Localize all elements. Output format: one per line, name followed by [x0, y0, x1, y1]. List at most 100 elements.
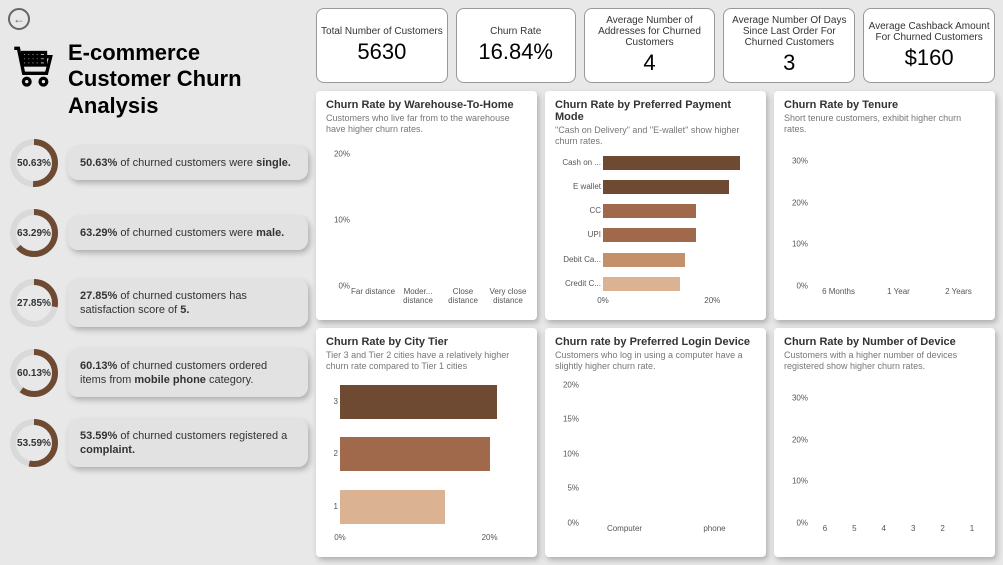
- stat-card: 50.63% of churned customers were single.: [68, 146, 308, 180]
- xtick: 20%: [482, 533, 498, 542]
- back-button[interactable]: ←: [8, 8, 30, 30]
- xaxis: 0%20%: [340, 533, 527, 549]
- donut-pct: 50.63%: [8, 137, 60, 189]
- stat-row: 50.63% 50.63% of churned customers were …: [8, 137, 308, 189]
- bar-label: CC: [555, 207, 601, 215]
- chart-title: Churn rate by Preferred Login Device: [555, 336, 756, 348]
- xtick: 0%: [334, 533, 346, 542]
- stat-card: 53.59% of churned customers registered a…: [68, 419, 308, 468]
- bar-label: Credit C...: [555, 280, 601, 288]
- donut-gauge: 50.63%: [8, 137, 60, 189]
- bar-label: 4: [868, 523, 899, 534]
- bar-label: Computer: [575, 523, 675, 534]
- kpi-value: 3: [728, 50, 850, 76]
- bar-label: 2: [326, 450, 338, 458]
- stat-row: 63.29% 63.29% of churned customers were …: [8, 207, 308, 259]
- chart-title: Churn Rate by Preferred Payment Mode: [555, 99, 756, 123]
- donut-gauge: 27.85%: [8, 277, 60, 329]
- kpi-card: Average Number of Addresses for Churned …: [584, 8, 716, 83]
- bar-row: Cash on ...: [603, 153, 756, 173]
- bar-label: UPI: [555, 231, 601, 239]
- kpi-card: Average Cashback Amount For Churned Cust…: [863, 8, 995, 83]
- donut-pct: 27.85%: [8, 277, 60, 329]
- bar: [603, 180, 729, 194]
- chart-subtitle: "Cash on Delivery" and "E-wallet" show h…: [555, 125, 756, 147]
- chart-title: Churn Rate by Number of Device: [784, 336, 985, 348]
- bar-label: 1: [326, 503, 338, 511]
- bar-label: 6 Months: [807, 286, 871, 297]
- bar: [603, 228, 696, 242]
- chart-warehouse: Churn Rate by Warehouse-To-Home Customer…: [316, 91, 537, 320]
- bar-label: Cash on ...: [555, 159, 601, 167]
- donut-pct: 53.59%: [8, 417, 60, 469]
- bar-row: 2: [340, 430, 527, 478]
- bar-row: E wallet: [603, 177, 756, 197]
- bar-label: phone: [665, 523, 765, 534]
- xtick: 20%: [704, 296, 720, 305]
- bar-row: 3: [340, 378, 527, 426]
- chart-title: Churn Rate by City Tier: [326, 336, 527, 348]
- kpi-value: $160: [868, 45, 990, 71]
- chart-subtitle: Customers who log in using a computer ha…: [555, 350, 756, 372]
- chart-devices: Churn Rate by Number of Device Customers…: [774, 328, 995, 557]
- stat-row: 60.13% 60.13% of churned customers order…: [8, 347, 308, 399]
- kpi-value: 4: [589, 50, 711, 76]
- donut-pct: 60.13%: [8, 347, 60, 399]
- chart-subtitle: Customers with a higher number of device…: [784, 350, 985, 372]
- stat-card: 27.85% of churned customers has satisfac…: [68, 279, 308, 328]
- stat-card: 63.29% of churned customers were male.: [68, 216, 308, 250]
- kpi-label: Average Number of Addresses for Churned …: [589, 15, 711, 48]
- chart-tenure: Churn Rate by Tenure Short tenure custom…: [774, 91, 995, 320]
- bar: [603, 253, 685, 267]
- bar-row: 1: [340, 483, 527, 531]
- bar-label: 2 Years: [927, 286, 991, 297]
- chart-login: Churn rate by Preferred Login Device Cus…: [545, 328, 766, 557]
- chart-subtitle: Tier 3 and Tier 2 cities have a relative…: [326, 350, 527, 372]
- chart-subtitle: Customers who live far from to the wareh…: [326, 113, 527, 135]
- bar: [340, 437, 490, 471]
- bar: [340, 385, 497, 419]
- bar-label: 3: [898, 523, 929, 534]
- bar: [340, 490, 445, 524]
- stat-card: 60.13% of churned customers ordered item…: [68, 349, 308, 398]
- bar-label: Very close distance: [485, 286, 531, 306]
- bar-label: 6: [809, 523, 840, 534]
- chart-title: Churn Rate by Tenure: [784, 99, 985, 111]
- kpi-label: Average Number Of Days Since Last Order …: [728, 15, 850, 48]
- bar-label: 1: [956, 523, 987, 534]
- kpi-label: Churn Rate: [461, 26, 571, 37]
- bar-row: UPI: [603, 225, 756, 245]
- bar-label: 1 Year: [867, 286, 931, 297]
- page-title: E-commerce Customer Churn Analysis: [68, 40, 308, 119]
- kpi-card: Total Number of Customers 5630: [316, 8, 448, 83]
- kpi-label: Average Cashback Amount For Churned Cust…: [868, 21, 990, 43]
- xtick: 0%: [597, 296, 609, 305]
- donut-pct: 63.29%: [8, 207, 60, 259]
- chart-citytier: Churn Rate by City Tier Tier 3 and Tier …: [316, 328, 537, 557]
- bar-label: Debit Ca...: [555, 256, 601, 264]
- bar: [603, 277, 680, 291]
- kpi-value: 5630: [321, 39, 443, 65]
- cart-icon: [8, 40, 58, 95]
- bar-label: E wallet: [555, 183, 601, 191]
- donut-gauge: 53.59%: [8, 417, 60, 469]
- bar-label: 2: [927, 523, 958, 534]
- kpi-card: Average Number Of Days Since Last Order …: [723, 8, 855, 83]
- bar: [603, 204, 696, 218]
- donut-gauge: 60.13%: [8, 347, 60, 399]
- kpi-value: 16.84%: [461, 39, 571, 65]
- bar-label: Moder... distance: [395, 286, 441, 306]
- stat-row: 27.85% 27.85% of churned customers has s…: [8, 277, 308, 329]
- stat-row: 53.59% 53.59% of churned customers regis…: [8, 417, 308, 469]
- chart-subtitle: Short tenure customers, exhibit higher c…: [784, 113, 985, 135]
- bar-label: Close distance: [440, 286, 486, 306]
- bar-label: 5: [839, 523, 870, 534]
- bar-label: 3: [326, 398, 338, 406]
- kpi-label: Total Number of Customers: [321, 26, 443, 37]
- bar-row: Debit Ca...: [603, 250, 756, 270]
- kpi-card: Churn Rate 16.84%: [456, 8, 576, 83]
- bar: [603, 156, 740, 170]
- bar-label: Far distance: [350, 286, 396, 297]
- chart-title: Churn Rate by Warehouse-To-Home: [326, 99, 527, 111]
- bar-row: CC: [603, 201, 756, 221]
